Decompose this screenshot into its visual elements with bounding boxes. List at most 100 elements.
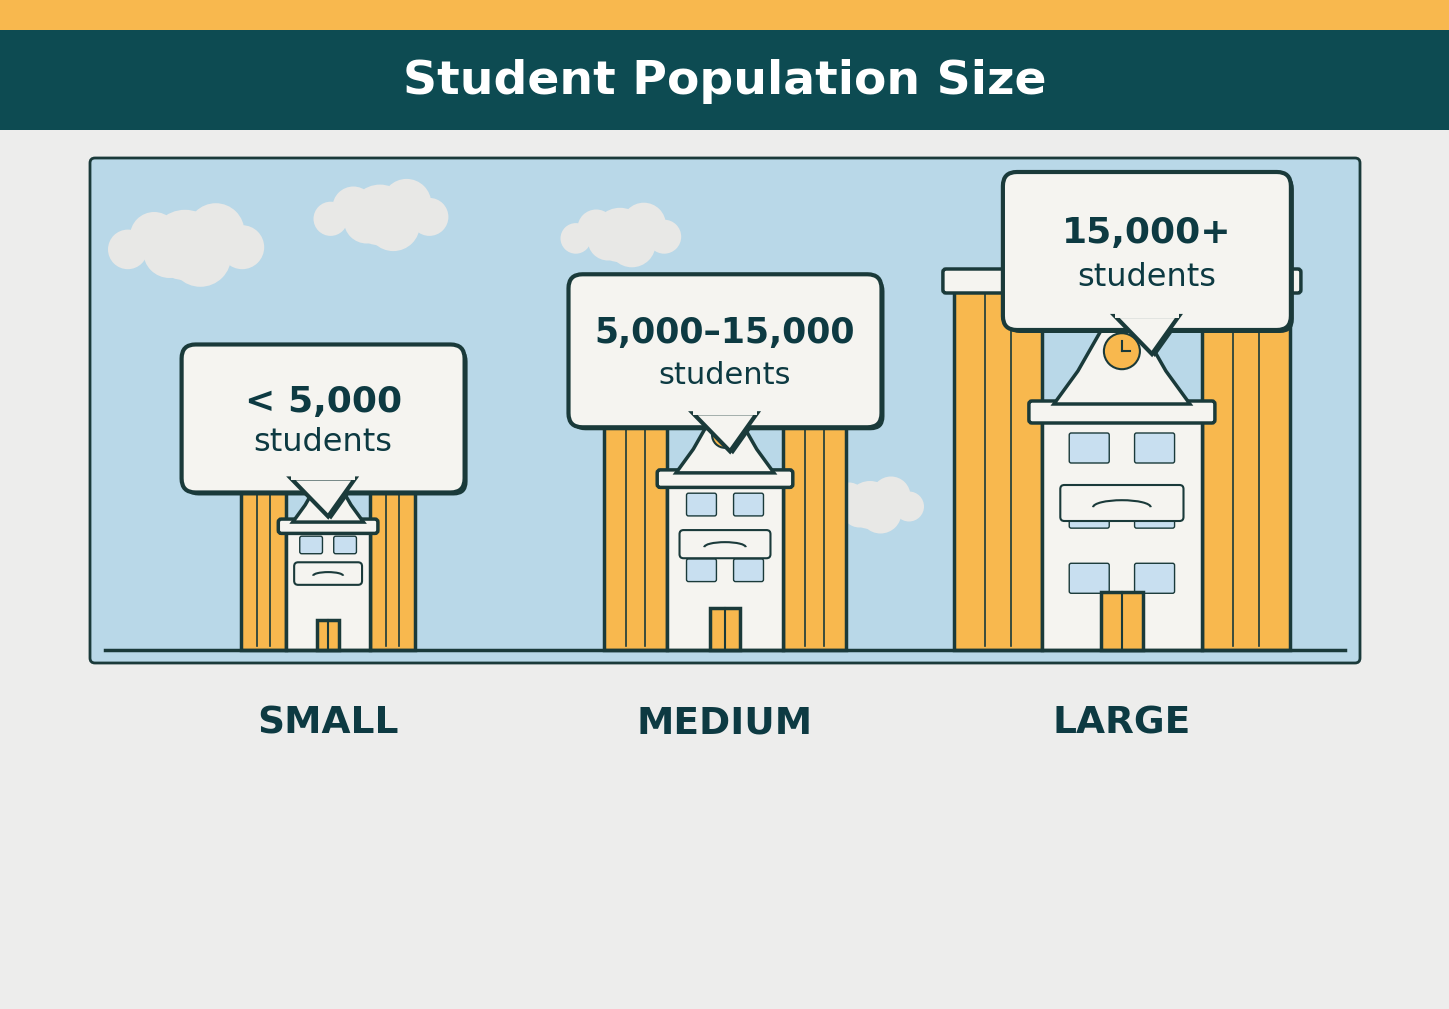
FancyBboxPatch shape [1003, 172, 1291, 330]
FancyBboxPatch shape [1006, 175, 1294, 333]
Circle shape [648, 220, 681, 253]
Bar [710, 608, 740, 650]
FancyBboxPatch shape [184, 347, 468, 495]
Circle shape [143, 225, 196, 278]
Bar [0, 30, 1449, 130]
Bar [1114, 312, 1179, 318]
Circle shape [1082, 462, 1110, 490]
Circle shape [622, 203, 667, 247]
Circle shape [313, 202, 348, 236]
Polygon shape [293, 465, 364, 522]
Text: students: students [254, 427, 393, 458]
FancyBboxPatch shape [181, 344, 465, 492]
Circle shape [1037, 453, 1082, 497]
Bar [668, 484, 782, 650]
Text: students: students [1078, 261, 1216, 293]
FancyBboxPatch shape [658, 470, 793, 487]
Circle shape [1011, 465, 1036, 490]
Polygon shape [696, 417, 759, 454]
FancyBboxPatch shape [1191, 269, 1301, 293]
Circle shape [170, 225, 232, 287]
FancyBboxPatch shape [1029, 401, 1214, 423]
FancyBboxPatch shape [233, 450, 294, 466]
FancyBboxPatch shape [300, 536, 323, 554]
Circle shape [833, 482, 865, 516]
Text: SMALL: SMALL [258, 705, 398, 741]
Circle shape [1239, 214, 1275, 250]
Circle shape [578, 210, 614, 247]
FancyBboxPatch shape [90, 158, 1361, 663]
Circle shape [817, 494, 845, 522]
Circle shape [1051, 462, 1090, 501]
FancyBboxPatch shape [1135, 433, 1175, 463]
FancyBboxPatch shape [733, 559, 764, 581]
Circle shape [711, 422, 738, 448]
Circle shape [1033, 462, 1066, 496]
Bar [1042, 420, 1201, 650]
FancyBboxPatch shape [1069, 433, 1110, 463]
Circle shape [130, 212, 178, 260]
Text: LARGE: LARGE [1053, 705, 1191, 741]
Bar [953, 290, 1042, 650]
FancyBboxPatch shape [362, 450, 423, 466]
Circle shape [383, 179, 432, 228]
Circle shape [109, 230, 148, 269]
FancyBboxPatch shape [774, 374, 855, 394]
FancyBboxPatch shape [943, 269, 1053, 293]
Circle shape [871, 476, 910, 516]
FancyBboxPatch shape [733, 493, 764, 516]
Bar [1101, 592, 1143, 650]
Circle shape [220, 225, 264, 269]
Polygon shape [677, 394, 774, 473]
Polygon shape [1114, 316, 1179, 354]
Circle shape [1024, 454, 1056, 484]
Bar [604, 390, 668, 650]
Circle shape [1197, 214, 1248, 264]
FancyBboxPatch shape [294, 562, 362, 585]
FancyBboxPatch shape [278, 519, 378, 534]
Circle shape [846, 481, 894, 529]
Bar [1201, 290, 1290, 650]
FancyBboxPatch shape [1069, 498, 1110, 528]
Bar [291, 474, 355, 480]
Text: 15,000+: 15,000+ [1062, 216, 1232, 250]
Text: students: students [659, 361, 791, 390]
Circle shape [842, 491, 878, 528]
Circle shape [1181, 201, 1239, 258]
Circle shape [561, 223, 591, 253]
Circle shape [859, 491, 901, 534]
Bar [0, 0, 1449, 30]
Circle shape [1165, 203, 1204, 242]
FancyBboxPatch shape [596, 374, 677, 394]
Text: MEDIUM: MEDIUM [638, 705, 813, 741]
FancyBboxPatch shape [1069, 563, 1110, 593]
FancyBboxPatch shape [687, 559, 716, 581]
Text: Student Population Size: Student Population Size [403, 60, 1046, 105]
Bar [241, 463, 287, 650]
Circle shape [1211, 196, 1259, 242]
Circle shape [1148, 217, 1179, 250]
Bar [369, 463, 416, 650]
Circle shape [1104, 333, 1140, 369]
Circle shape [609, 220, 656, 267]
Bar [782, 390, 846, 650]
FancyBboxPatch shape [333, 536, 356, 554]
Circle shape [593, 208, 648, 262]
Circle shape [349, 185, 410, 245]
FancyBboxPatch shape [568, 274, 881, 427]
Polygon shape [291, 478, 355, 517]
Polygon shape [693, 414, 756, 451]
Circle shape [149, 210, 220, 281]
Text: 5,000–15,000: 5,000–15,000 [594, 316, 855, 350]
FancyBboxPatch shape [1135, 498, 1175, 528]
FancyBboxPatch shape [571, 277, 884, 430]
Circle shape [1175, 214, 1219, 257]
Bar [693, 410, 756, 416]
Polygon shape [1117, 319, 1182, 357]
Text: < 5,000: < 5,000 [245, 384, 401, 419]
Circle shape [894, 491, 924, 522]
Circle shape [187, 203, 245, 260]
Circle shape [343, 198, 390, 243]
Bar [317, 620, 339, 650]
Circle shape [367, 198, 420, 251]
